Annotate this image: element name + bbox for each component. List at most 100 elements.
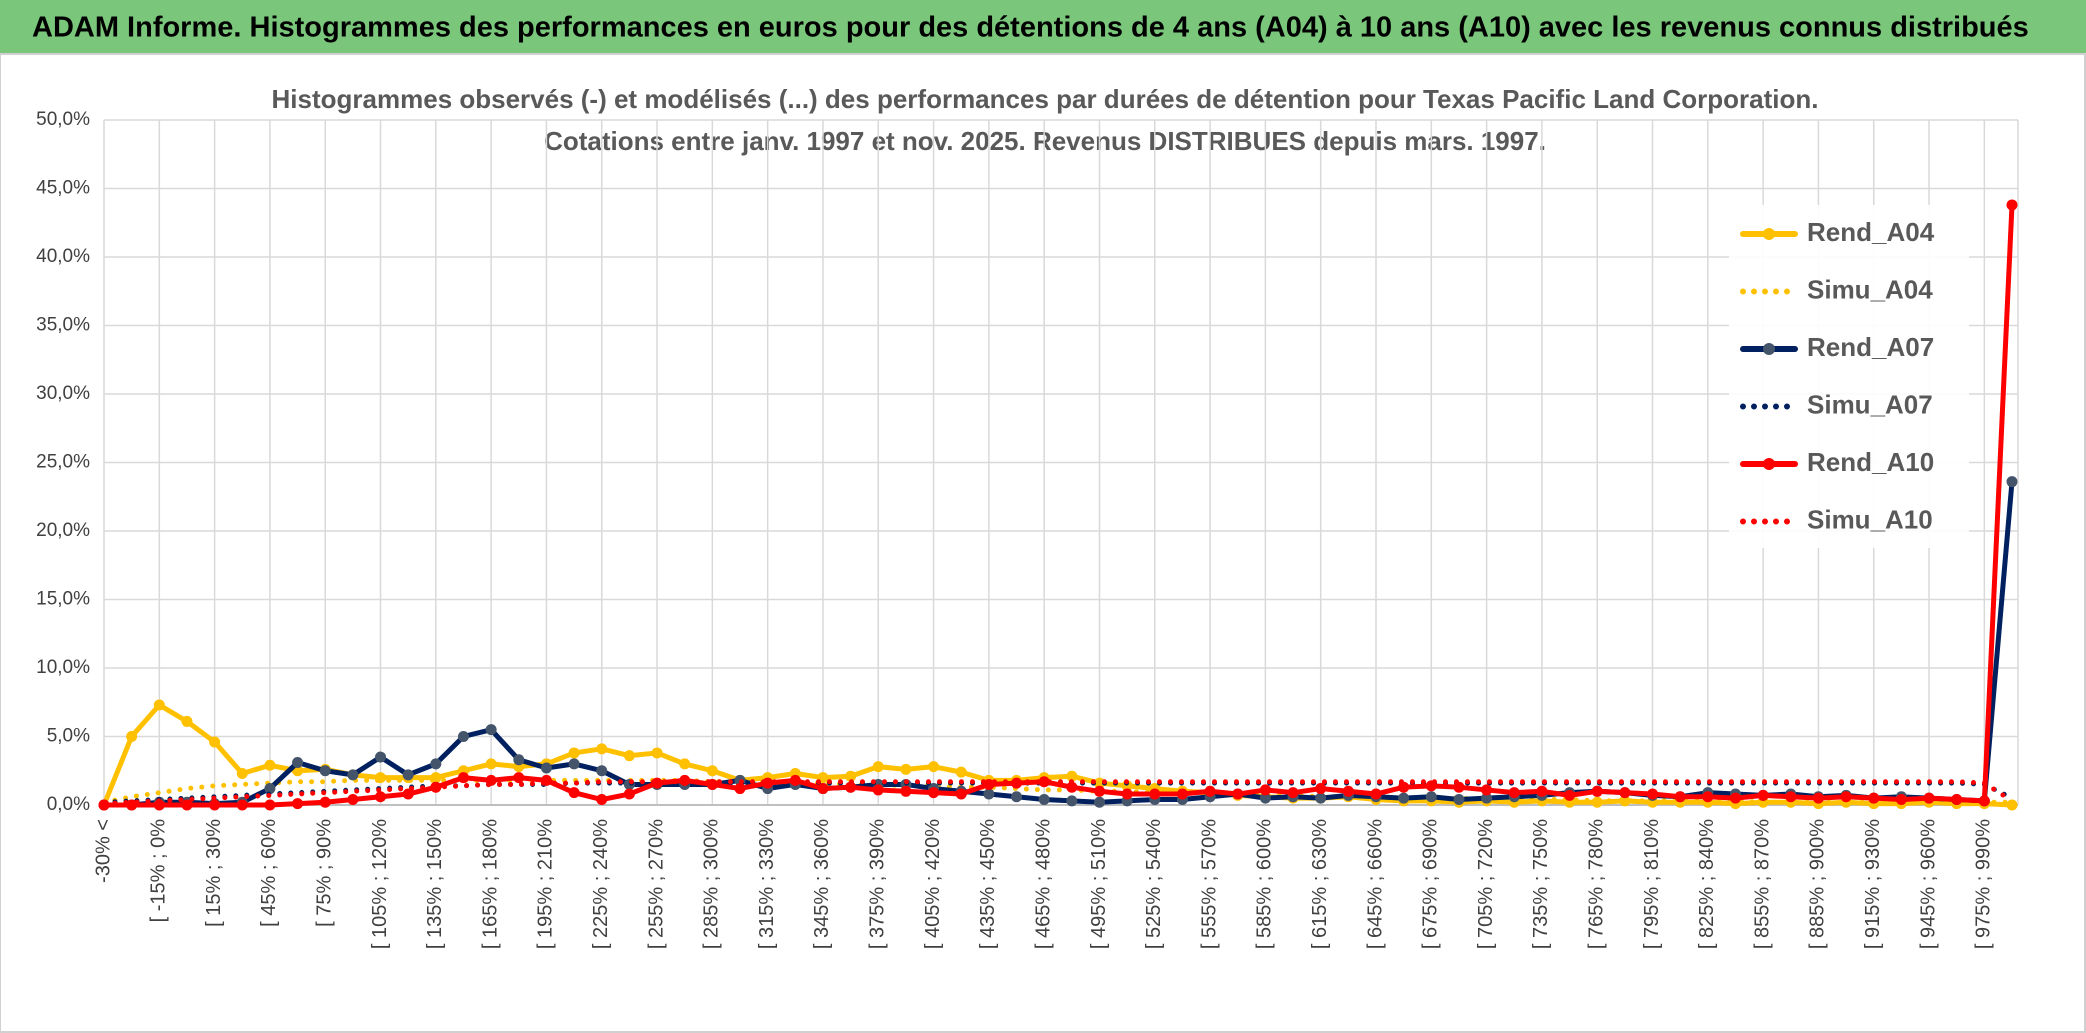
data-point: [2006, 799, 2018, 811]
x-tick-label: [ 45% ; 60%: [258, 819, 280, 927]
y-tick-label: 45,0%: [36, 178, 90, 199]
x-tick-label: [ 75% ; 90%: [313, 819, 335, 927]
data-point: [347, 769, 359, 781]
data-point: [1398, 781, 1410, 793]
data-point: [1093, 796, 1105, 808]
data-point: [1508, 787, 1520, 799]
data-point: [983, 788, 995, 800]
data-point: [679, 758, 691, 770]
x-tick-label: [ 135% ; 150%: [424, 819, 446, 949]
x-tick-label: [ 255% ; 270%: [645, 819, 667, 949]
page-title: ADAM Informe. Histogrammes des performan…: [32, 12, 2029, 44]
data-point: [596, 765, 608, 777]
data-point: [402, 769, 414, 781]
data-point: [209, 799, 221, 811]
data-point: [651, 747, 663, 759]
data-point: [1342, 785, 1354, 797]
series-line: [101, 702, 2015, 808]
data-point: [1951, 794, 1963, 806]
legend-label: Rend_A04: [1807, 217, 1935, 247]
data-point: [1066, 781, 1078, 793]
data-point: [1453, 781, 1465, 793]
data-point: [872, 761, 884, 773]
data-point: [1647, 788, 1659, 800]
data-point: [2006, 476, 2018, 488]
data-point: [1840, 791, 1852, 803]
x-tick-label: -30% <: [92, 819, 114, 883]
x-tick-label: [ 285% ; 300%: [701, 819, 723, 949]
data-point: [1370, 788, 1382, 800]
data-point: [1011, 791, 1023, 803]
header-bar: [0, 0, 2086, 54]
data-point: [1785, 791, 1797, 803]
data-point: [1093, 777, 1105, 789]
data-point: [817, 783, 829, 795]
x-tick-label: [ 615% ; 630%: [1309, 819, 1331, 949]
chart-frame: [0, 53, 2086, 1033]
data-point: [568, 758, 580, 770]
data-point: [540, 762, 552, 774]
x-tick-label: [ 825% ; 840%: [1696, 819, 1718, 949]
data-point: [1398, 792, 1410, 804]
data-point: [872, 784, 884, 796]
x-tick-label: [ 105% ; 120%: [369, 819, 391, 949]
y-tick-label: 40,0%: [36, 246, 90, 267]
data-point: [375, 791, 387, 803]
x-tick-label: [ 345% ; 360%: [811, 819, 833, 949]
x-tick-label: [ -15% ; 0%: [148, 819, 170, 923]
data-point: [1923, 792, 1935, 804]
x-tick-label: [ 855% ; 870%: [1751, 819, 1773, 949]
data-point: [236, 799, 248, 811]
data-point: [955, 788, 967, 800]
data-point: [513, 754, 525, 766]
x-tick-label: [ 945% ; 960%: [1917, 819, 1939, 949]
data-point: [1149, 788, 1161, 800]
chart-title: Histogrammes observés (-) et modélisés (…: [272, 84, 1819, 114]
data-point: [1121, 788, 1133, 800]
data-point: [845, 770, 857, 782]
x-tick-label: [ 405% ; 420%: [922, 819, 944, 949]
legend-label: Simu_A07: [1807, 389, 1933, 419]
data-point: [1259, 784, 1271, 796]
data-point: [264, 783, 276, 795]
y-tick-label: 50,0%: [36, 109, 90, 130]
data-point: [596, 794, 608, 806]
data-point: [1232, 788, 1244, 800]
legend-label: Rend_A10: [1807, 447, 1934, 477]
data-point: [623, 750, 635, 762]
x-tick-label: [ 435% ; 450%: [977, 819, 999, 949]
data-point: [1287, 787, 1299, 799]
data-point: [596, 743, 608, 755]
data-point: [900, 763, 912, 775]
data-point: [319, 796, 331, 808]
y-tick-label: 5,0%: [47, 726, 90, 747]
data-point: [457, 772, 469, 784]
data-point: [292, 757, 304, 769]
y-tick-label: 20,0%: [36, 520, 90, 541]
data-point: [1453, 794, 1465, 806]
data-point: [734, 783, 746, 795]
legend-label: Rend_A07: [1807, 332, 1934, 362]
data-point: [236, 767, 248, 779]
data-point: [1536, 785, 1548, 797]
legend-marker: [1763, 458, 1775, 470]
data-point: [955, 766, 967, 778]
data-point: [1425, 791, 1437, 803]
x-tick-label: [ 165% ; 180%: [479, 819, 501, 949]
data-point: [900, 785, 912, 797]
data-point: [319, 765, 331, 777]
data-point: [1481, 792, 1493, 804]
data-point: [485, 758, 497, 770]
data-point: [1066, 795, 1078, 807]
legend-label: Simu_A04: [1807, 274, 1933, 304]
data-point: [1093, 785, 1105, 797]
data-point: [706, 765, 718, 777]
data-point: [513, 772, 525, 784]
data-point: [928, 761, 940, 773]
data-point: [1812, 792, 1824, 804]
data-point: [1729, 792, 1741, 804]
data-point: [1259, 792, 1271, 804]
x-tick-label: [ 315% ; 330%: [756, 819, 778, 949]
